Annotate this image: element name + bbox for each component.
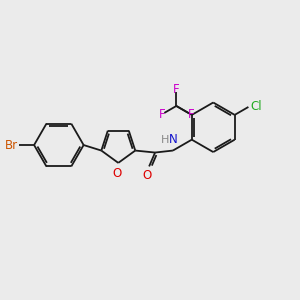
- Text: O: O: [142, 169, 152, 182]
- Text: F: F: [158, 108, 165, 121]
- Text: F: F: [188, 108, 194, 121]
- Text: Br: Br: [5, 139, 18, 152]
- Text: F: F: [173, 82, 180, 96]
- Text: O: O: [113, 167, 122, 180]
- Text: H: H: [160, 135, 169, 145]
- Text: N: N: [169, 133, 177, 146]
- Text: Cl: Cl: [250, 100, 262, 113]
